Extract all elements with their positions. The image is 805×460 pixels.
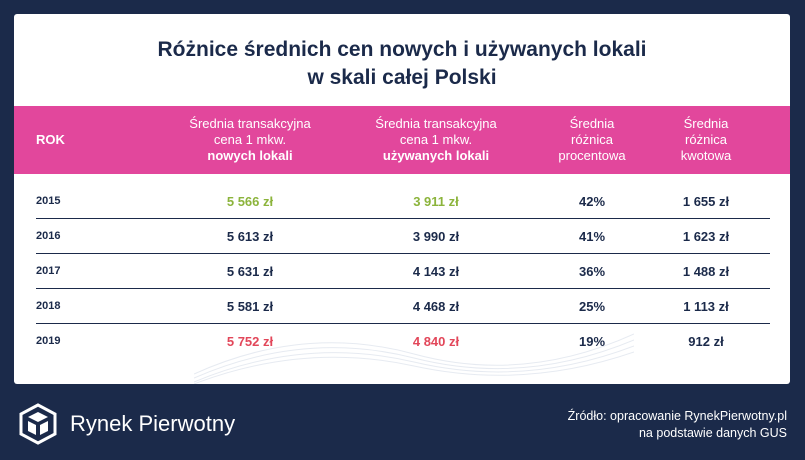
header-year-label: ROK xyxy=(36,132,65,147)
new-price-cell: 5 613 zł xyxy=(226,228,274,244)
header-new-price: Średnia transakcyjna cena 1 mkw. nowych … xyxy=(150,106,350,174)
page-title: Różnice średnich cen nowych i używanych … xyxy=(14,36,790,92)
header-new-line3: nowych lokali xyxy=(207,148,293,163)
header-new-line1: Średnia transakcyjna xyxy=(189,116,311,131)
infographic-card: Różnice średnich cen nowych i używanych … xyxy=(14,14,790,384)
year-cell: 2016 xyxy=(36,230,61,242)
source-note: Źródło: opracowanie RynekPierwotny.pl na… xyxy=(568,408,787,442)
new-price-cell: 5 752 zł xyxy=(226,333,274,349)
percent-diff-cell: 19% xyxy=(578,333,606,349)
year-cell: 2019 xyxy=(36,335,61,347)
header-amt-line2: różnica xyxy=(685,132,727,147)
header-new-line2: cena 1 mkw. xyxy=(213,132,287,147)
brand-logo: Rynek Pierwotny xyxy=(16,402,235,446)
header-amount-diff: Średnia różnica kwotowa xyxy=(646,106,766,174)
new-price-cell: 5 631 zł xyxy=(226,263,274,279)
header-year: ROK xyxy=(36,106,96,174)
percent-diff-cell: 25% xyxy=(578,298,606,314)
header-amt-line3: kwotowa xyxy=(680,148,732,163)
title-line-2: w skali całej Polski xyxy=(307,66,497,89)
header-used-line3: używanych lokali xyxy=(382,148,490,163)
header-used-line1: Średnia transakcyjna xyxy=(375,116,497,131)
header-percent-diff: Średnia różnica procentowa xyxy=(532,106,652,174)
used-price-cell: 4 143 zł xyxy=(412,263,460,279)
percent-diff-cell: 36% xyxy=(578,263,606,279)
header-pct-line3: procentowa xyxy=(558,148,626,163)
year-cell: 2015 xyxy=(36,195,61,207)
source-line-2: na podstawie danych GUS xyxy=(638,426,787,440)
header-pct-line2: różnica xyxy=(571,132,613,147)
used-price-cell: 3 990 zł xyxy=(412,228,460,244)
header-amt-line1: Średnia xyxy=(683,116,729,131)
header-pct-line1: Średnia xyxy=(569,116,615,131)
header-used-price: Średnia transakcyjna cena 1 mkw. używany… xyxy=(336,106,536,174)
percent-diff-cell: 42% xyxy=(578,193,606,209)
used-price-cell: 4 468 zł xyxy=(412,298,460,314)
source-line-1: Źródło: opracowanie RynekPierwotny.pl xyxy=(567,409,787,423)
used-price-cell: 3 911 zł xyxy=(413,193,459,209)
table-row: 2015 5 566 zł 3 911 zł 42% 1 655 zł xyxy=(36,184,770,219)
table-header: ROK Średnia transakcyjna cena 1 mkw. now… xyxy=(14,106,790,174)
new-price-cell: 5 581 zł xyxy=(226,298,274,314)
amount-diff-cell: 1 655 zł xyxy=(682,193,730,209)
title-line-1: Różnice średnich cen nowych i używanych … xyxy=(157,38,647,61)
decorative-wave-pattern xyxy=(194,333,634,384)
brand-name: Rynek Pierwotny xyxy=(70,411,236,436)
table-row: 2016 5 613 zł 3 990 zł 41% 1 623 zł xyxy=(36,219,770,254)
amount-diff-cell: 1 113 zł xyxy=(683,298,729,314)
table-row: 2018 5 581 zł 4 468 zł 25% 1 113 zł xyxy=(36,289,770,324)
new-price-cell: 5 566 zł xyxy=(226,193,274,209)
year-cell: 2017 xyxy=(36,265,61,277)
percent-diff-cell: 41% xyxy=(578,228,606,244)
header-used-line2: cena 1 mkw. xyxy=(399,132,473,147)
amount-diff-cell: 1 488 zł xyxy=(682,263,730,279)
year-cell: 2018 xyxy=(36,300,61,312)
table-row: 2019 5 752 zł 4 840 zł 19% 912 zł xyxy=(36,324,770,358)
amount-diff-cell: 1 623 zł xyxy=(682,228,730,244)
used-price-cell: 4 840 zł xyxy=(412,333,460,349)
table-row: 2017 5 631 zł 4 143 zł 36% 1 488 zł xyxy=(36,254,770,289)
rynek-pierwotny-logo-icon xyxy=(19,403,57,445)
amount-diff-cell: 912 zł xyxy=(688,333,724,349)
